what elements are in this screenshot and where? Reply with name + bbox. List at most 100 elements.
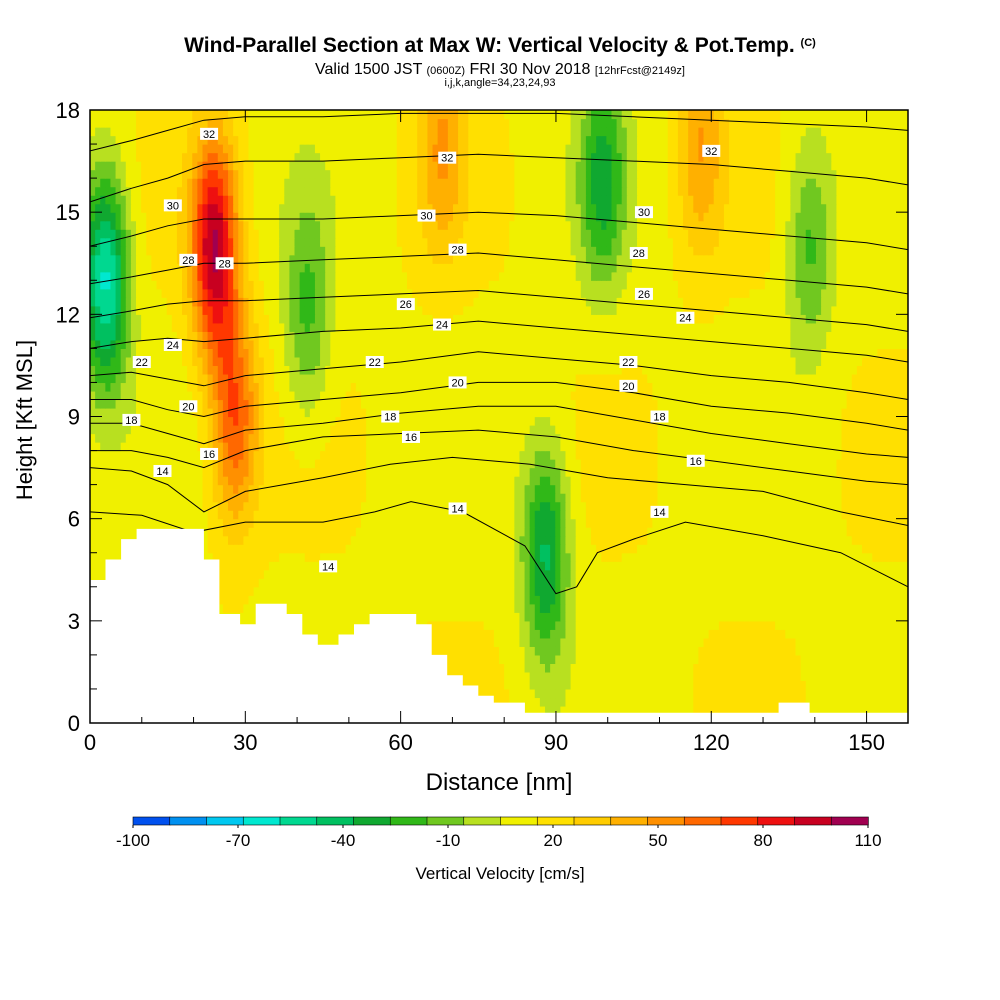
velocity-cell <box>565 510 572 520</box>
velocity-cell <box>314 467 321 477</box>
velocity-cell <box>417 561 423 571</box>
velocity-cell <box>499 620 505 630</box>
velocity-cell <box>729 680 735 690</box>
velocity-cell <box>238 552 244 562</box>
velocity-cell <box>677 484 684 494</box>
velocity-cell <box>713 527 720 537</box>
velocity-cell <box>258 569 265 579</box>
velocity-cell <box>805 510 812 520</box>
velocity-cell <box>217 459 224 469</box>
velocity-cell <box>631 697 638 707</box>
velocity-cell <box>284 518 290 528</box>
velocity-cell <box>882 595 889 605</box>
velocity-cell <box>427 552 434 562</box>
velocity-cell <box>100 450 106 460</box>
velocity-cell <box>596 595 602 605</box>
velocity-cell <box>468 680 475 690</box>
velocity-cell <box>458 510 464 520</box>
velocity-cell <box>575 688 582 699</box>
velocity-cell <box>749 697 756 707</box>
velocity-cell <box>299 612 306 622</box>
velocity-cell <box>667 578 674 588</box>
velocity-cell <box>897 535 904 545</box>
velocity-cell <box>304 484 311 494</box>
velocity-cell <box>882 518 889 528</box>
velocity-cell <box>105 518 112 528</box>
velocity-cell <box>626 688 633 699</box>
velocity-cell <box>744 697 751 707</box>
velocity-cell <box>187 501 193 511</box>
velocity-cell <box>775 569 781 579</box>
velocity-cell <box>897 518 904 528</box>
velocity-cell <box>810 518 817 528</box>
velocity-cell <box>509 688 515 699</box>
velocity-cell <box>882 646 889 656</box>
velocity-cell <box>867 629 873 639</box>
velocity-cell <box>432 484 439 494</box>
velocity-cell <box>877 501 884 511</box>
velocity-cell <box>274 544 280 554</box>
velocity-cell <box>391 552 398 562</box>
velocity-cell <box>841 697 848 707</box>
velocity-cell <box>243 552 250 562</box>
velocity-cell <box>657 612 664 622</box>
velocity-cell <box>417 578 423 588</box>
velocity-cell <box>294 459 301 469</box>
velocity-cell <box>621 493 628 503</box>
velocity-cell <box>851 476 858 486</box>
velocity-cell <box>417 595 423 605</box>
velocity-cell <box>601 697 607 707</box>
velocity-cell <box>442 569 449 579</box>
velocity-cell <box>846 493 853 503</box>
velocity-cell <box>539 595 546 605</box>
velocity-cell <box>769 654 776 664</box>
velocity-cell <box>821 637 827 647</box>
velocity-cell <box>463 612 469 622</box>
velocity-cell <box>330 569 336 579</box>
velocity-cell <box>381 569 388 579</box>
velocity-cell <box>268 544 275 554</box>
velocity-cell <box>325 484 331 494</box>
velocity-cell <box>284 535 290 545</box>
velocity-cell <box>585 705 592 716</box>
velocity-cell <box>560 620 567 630</box>
velocity-cell <box>892 680 899 690</box>
velocity-cell <box>867 705 873 716</box>
velocity-cell <box>478 620 485 630</box>
velocity-cell <box>621 578 628 588</box>
chart-subtitle: Valid 1500 JST (0600Z) FRI 30 Nov 2018 [… <box>0 61 1000 79</box>
velocity-cell <box>100 544 106 554</box>
velocity-cell <box>580 688 587 699</box>
velocity-cell <box>795 518 802 528</box>
velocity-cell <box>805 569 812 579</box>
velocity-cell <box>115 501 122 511</box>
velocity-cell <box>233 476 239 486</box>
velocity-cell <box>488 527 495 537</box>
velocity-cell <box>785 663 792 673</box>
velocity-cell <box>861 552 868 562</box>
velocity-cell <box>683 561 689 571</box>
velocity-cell <box>585 697 592 707</box>
velocity-cell <box>667 646 674 656</box>
velocity-cell <box>279 467 285 477</box>
velocity-cell <box>810 671 817 682</box>
velocity-cell <box>683 637 689 647</box>
velocity-cell <box>217 569 224 579</box>
velocity-cell <box>637 467 643 477</box>
velocity-cell <box>580 552 587 562</box>
velocity-cell <box>386 501 393 511</box>
velocity-cell <box>611 680 618 690</box>
velocity-cell <box>401 595 408 605</box>
velocity-cell <box>534 552 541 562</box>
velocity-cell <box>575 620 582 630</box>
velocity-cell <box>534 663 541 673</box>
velocity-cell <box>718 603 725 613</box>
velocity-cell <box>815 459 822 469</box>
velocity-cell <box>810 476 817 486</box>
velocity-cell <box>565 544 572 554</box>
velocity-cell <box>642 501 648 511</box>
velocity-cell <box>759 680 766 690</box>
velocity-cell <box>708 663 715 673</box>
velocity-cell <box>437 586 444 596</box>
velocity-cell <box>524 510 531 520</box>
